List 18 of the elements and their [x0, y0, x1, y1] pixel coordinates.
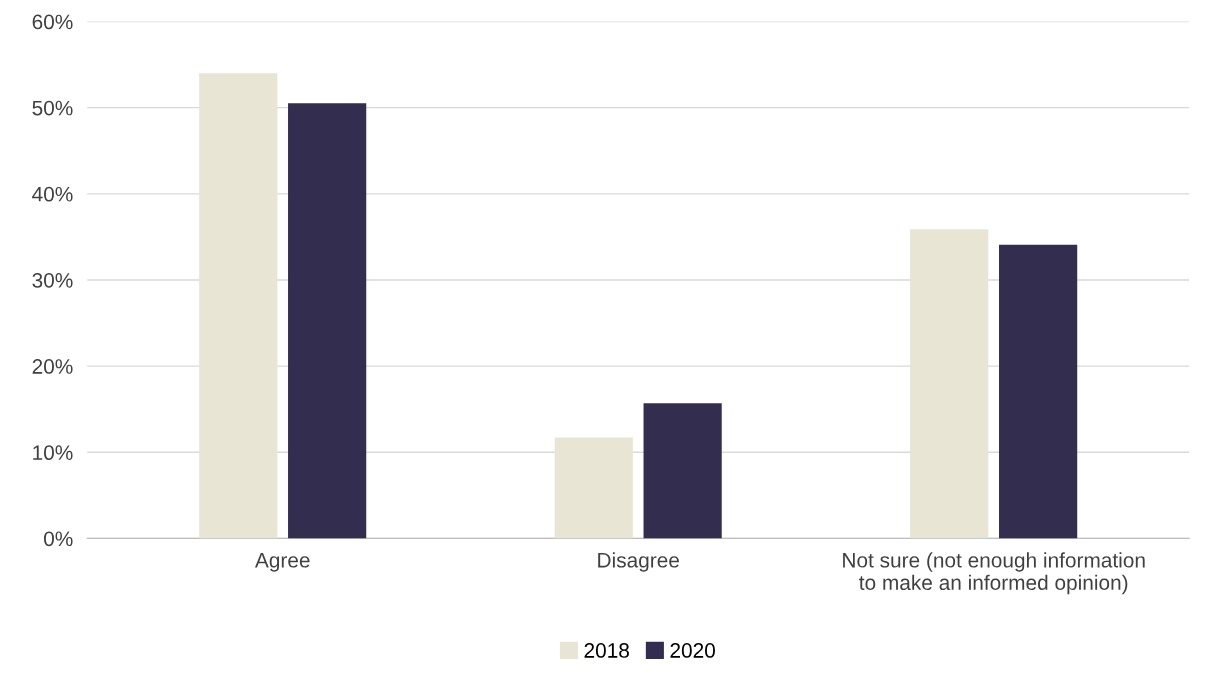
bar [999, 244, 1078, 539]
bar [554, 437, 633, 539]
y-tick-label: 50% [32, 100, 73, 116]
y-tick-label: 10% [33, 445, 73, 461]
bar [643, 403, 722, 539]
x-tick-label: Not sure (not enough information to make an informed opinion) [843, 552, 1145, 595]
x-tick-label: Agree [254, 553, 310, 572]
y-tick-label: 60% [32, 14, 73, 30]
y-tick-label: 30% [32, 272, 73, 288]
y-tick-label: 0% [44, 531, 73, 547]
bar [199, 73, 278, 539]
legend-label: 2018 [584, 643, 629, 658]
bar [288, 103, 367, 539]
legend-label: 2020 [670, 643, 715, 658]
y-tick-label: 40% [32, 186, 73, 202]
bar [910, 229, 989, 539]
y-tick-label: 20% [32, 359, 73, 374]
x-tick-label: Disagree [598, 552, 679, 572]
